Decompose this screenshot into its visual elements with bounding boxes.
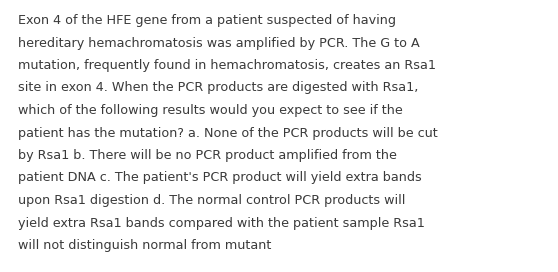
Text: which of the following results would you expect to see if the: which of the following results would you… [18,104,403,117]
Text: mutation, frequently found in hemachromatosis, creates an Rsa1: mutation, frequently found in hemachroma… [18,59,436,72]
Text: upon Rsa1 digestion d. The normal control PCR products will: upon Rsa1 digestion d. The normal contro… [18,194,405,207]
Text: by Rsa1 b. There will be no PCR product amplified from the: by Rsa1 b. There will be no PCR product … [18,149,397,162]
Text: site in exon 4. When the PCR products are digested with Rsa1,: site in exon 4. When the PCR products ar… [18,82,418,94]
Text: yield extra Rsa1 bands compared with the patient sample Rsa1: yield extra Rsa1 bands compared with the… [18,217,425,230]
Text: Exon 4 of the HFE gene from a patient suspected of having: Exon 4 of the HFE gene from a patient su… [18,14,396,27]
Text: will not distinguish normal from mutant: will not distinguish normal from mutant [18,239,271,252]
Text: patient has the mutation? a. None of the PCR products will be cut: patient has the mutation? a. None of the… [18,126,437,140]
Text: patient DNA c. The patient's PCR product will yield extra bands: patient DNA c. The patient's PCR product… [18,172,422,184]
Text: hereditary hemachromatosis was amplified by PCR. The G to A: hereditary hemachromatosis was amplified… [18,36,420,50]
